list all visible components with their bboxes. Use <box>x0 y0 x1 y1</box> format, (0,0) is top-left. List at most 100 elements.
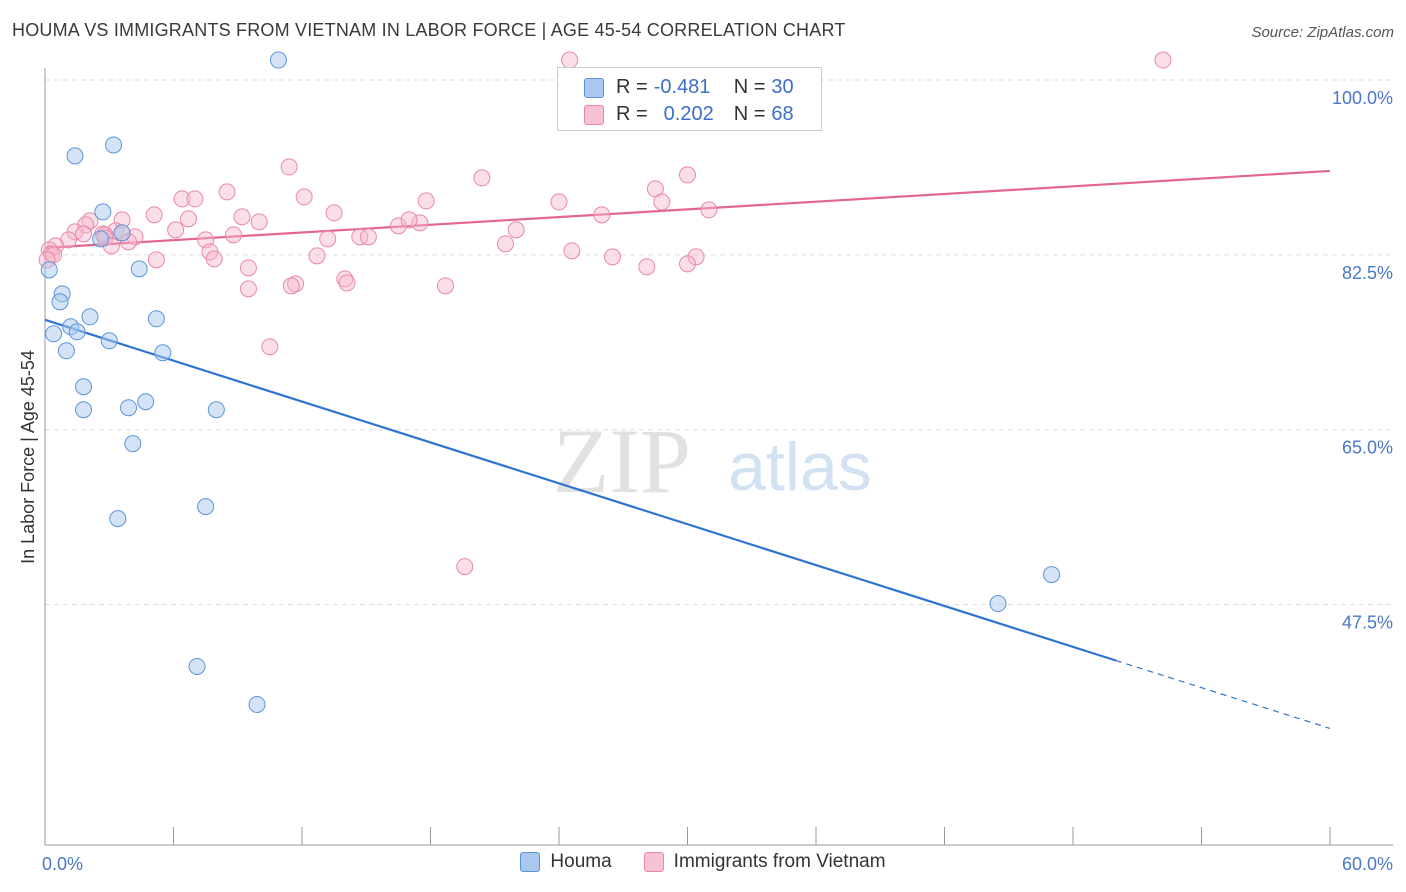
vietnam-point <box>239 280 257 298</box>
legend-item-houma: Houma <box>520 851 612 873</box>
vietnam-trend-line <box>44 169 1331 249</box>
tick-labels: 47.5% 65.0% 82.5% 100.0% 0.0% 60.0% <box>42 88 1393 874</box>
grid-lines <box>45 79 1393 606</box>
vietnam-point <box>561 51 579 69</box>
vietnam-point <box>218 183 236 201</box>
houma-r-value: -0.481 <box>653 76 711 98</box>
vietnam-point <box>173 190 191 208</box>
vietnam-legend-label: Immigrants from Vietnam <box>673 851 886 872</box>
houma-point <box>120 399 138 417</box>
houma-trend-extension <box>1115 659 1331 730</box>
vietnam-point <box>287 275 305 293</box>
vietnam-point <box>75 225 93 243</box>
vietnam-point <box>679 255 696 273</box>
houma-point <box>81 308 99 326</box>
vietnam-point <box>308 247 326 265</box>
vietnam-n-value: 68 <box>771 103 794 125</box>
vietnam-point <box>179 210 197 228</box>
x-tick-label: 0.0% <box>42 854 83 874</box>
vietnam-point <box>205 250 223 268</box>
vietnam-point <box>1154 51 1172 69</box>
vietnam-point <box>319 230 337 248</box>
houma-point <box>66 147 84 165</box>
y-tick-label: 65.0% <box>1342 438 1393 458</box>
legend-row-houma: R = -0.481 N = 30 <box>584 76 794 99</box>
y-tick-label: 47.5% <box>1342 613 1393 633</box>
vietnam-point <box>507 221 525 239</box>
houma-n-label: N = <box>733 76 766 98</box>
houma-point <box>113 224 131 242</box>
legend-top: R = -0.481 N = 30 R = 0.202 N = 68 <box>557 67 822 131</box>
vietnam-point <box>550 193 568 211</box>
watermark-atlas: atlas <box>728 429 872 505</box>
houma-point <box>68 323 86 341</box>
vietnam-point <box>224 226 242 244</box>
vietnam-point <box>167 221 185 239</box>
vietnam-point <box>593 206 611 224</box>
houma-point <box>40 261 58 279</box>
houma-legend-label: Houma <box>550 851 612 872</box>
houma-point <box>207 401 225 419</box>
y-axis-label: In Labor Force | Age 45-54 <box>18 350 38 564</box>
houma-point <box>75 378 93 396</box>
legend-bottom: Houma Immigrants from Vietnam <box>0 851 1406 873</box>
houma-point <box>130 260 148 278</box>
vietnam-point <box>496 235 514 253</box>
vietnam-point <box>473 169 491 187</box>
houma-point <box>57 342 75 360</box>
vietnam-swatch <box>584 104 604 125</box>
trend-lines <box>44 169 1331 730</box>
vietnam-point <box>233 208 251 226</box>
vietnam-point <box>604 248 622 266</box>
legend-item-vietnam: Immigrants from Vietnam <box>643 851 886 873</box>
vietnam-point <box>282 277 300 295</box>
data-points <box>38 51 1172 713</box>
vietnam-point <box>239 259 257 277</box>
vietnam-n-label: N = <box>733 103 766 125</box>
vietnam-point <box>325 204 343 222</box>
vietnam-point <box>563 242 581 260</box>
vietnam-point <box>338 274 356 292</box>
houma-point <box>51 293 69 311</box>
houma-point <box>147 310 165 328</box>
houma-legend-swatch <box>520 852 541 872</box>
vietnam-r-label: R = <box>616 103 648 125</box>
vietnam-point <box>186 190 204 208</box>
y-tick-label: 82.5% <box>1342 263 1393 283</box>
houma-point <box>94 203 112 221</box>
vietnam-point <box>250 213 268 231</box>
watermark: ZIP atlas <box>553 410 872 512</box>
vietnam-point <box>653 193 671 211</box>
vietnam-legend-swatch <box>643 852 664 872</box>
houma-trend-line <box>44 318 1117 662</box>
vietnam-point <box>687 248 705 266</box>
vietnam-point <box>417 192 435 210</box>
houma-point <box>45 325 63 343</box>
houma-point <box>75 401 93 419</box>
chart-title: HOUMA VS IMMIGRANTS FROM VIETNAM IN LABO… <box>12 20 846 40</box>
houma-swatch <box>584 77 604 98</box>
houma-point <box>100 332 118 350</box>
vietnam-point <box>456 558 474 576</box>
houma-point <box>137 393 155 411</box>
vietnam-point <box>147 251 165 269</box>
vietnam-point <box>295 188 313 206</box>
houma-r-label: R = <box>616 76 648 98</box>
source-label: Source: ZipAtlas.com <box>1251 24 1394 41</box>
houma-point <box>92 230 110 248</box>
watermark-zip: ZIP <box>553 410 691 512</box>
houma-point <box>105 136 123 154</box>
vietnam-point <box>700 201 718 219</box>
vietnam-point <box>679 166 696 184</box>
vietnam-r-value: 0.202 <box>663 103 714 125</box>
vietnam-point <box>280 158 298 176</box>
vietnam-point <box>411 214 429 232</box>
houma-point <box>269 51 287 69</box>
vietnam-point <box>436 277 454 295</box>
houma-point <box>124 435 142 453</box>
houma-point <box>109 510 127 528</box>
houma-n-value: 30 <box>771 76 794 98</box>
y-tick-label: 100.0% <box>1332 88 1393 108</box>
vietnam-point <box>638 258 656 276</box>
